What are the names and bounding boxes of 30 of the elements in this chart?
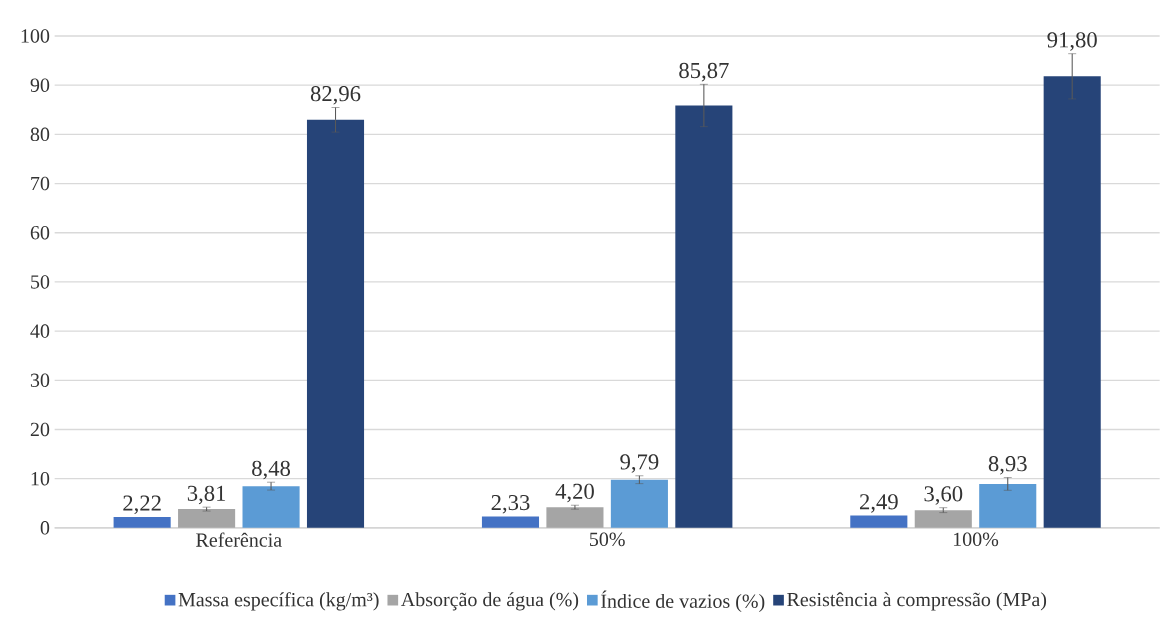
y-tick-label: 90	[30, 78, 50, 92]
y-tick-label: 0	[40, 521, 50, 535]
data-label: 4,20	[555, 483, 594, 503]
legend-label: Absorção de água (%)	[400, 592, 579, 611]
data-label: 2,33	[491, 495, 530, 514]
data-label: 2,49	[860, 494, 898, 513]
x-tick-label: Referência	[196, 532, 282, 547]
data-label: 91,80	[1047, 32, 1097, 51]
y-tick-label: 40	[30, 324, 50, 338]
data-label: 8,48	[252, 460, 291, 480]
legend-label: Massa específica (kg/m³)	[178, 592, 379, 611]
data-label: 9,79	[620, 454, 659, 473]
legend-label: Resistência à compressão (MPa)	[787, 592, 1047, 611]
y-tick-label: 60	[30, 226, 50, 240]
y-tick-label: 80	[30, 127, 50, 142]
y-tick-label: 70	[31, 176, 50, 191]
data-label: 3,81	[187, 485, 226, 505]
data-label: 2,22	[123, 495, 161, 515]
x-tick-label: 100%	[953, 532, 999, 547]
y-tick-label: 20	[30, 422, 50, 437]
legend-label: Índice de vazios (%)	[601, 590, 765, 613]
data-label: 85,87	[679, 62, 729, 82]
y-tick-label: 50	[31, 275, 50, 289]
y-tick-label: 30	[30, 373, 50, 388]
y-tick-label: 100	[21, 29, 50, 43]
data-label: 82,96	[310, 86, 361, 105]
y-tick-label: 10	[31, 472, 50, 486]
x-tick-label: 50%	[590, 532, 625, 547]
data-label: 8,93	[988, 456, 1027, 475]
data-label: 3,60	[924, 486, 963, 505]
